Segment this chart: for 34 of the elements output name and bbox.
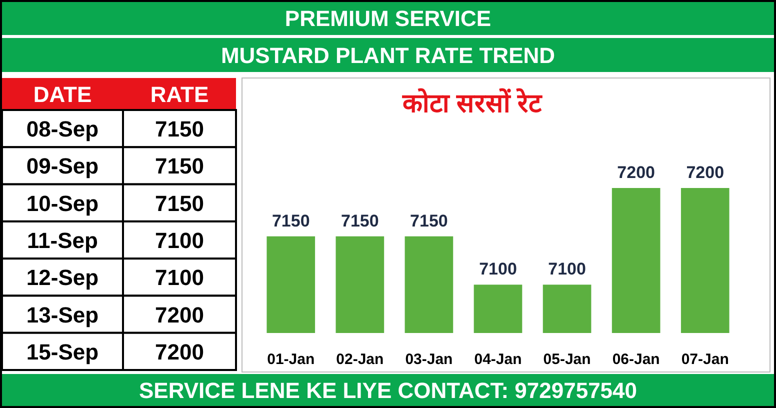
x-tick-label: 02-Jan [336,351,384,368]
data-label: 7100 [548,260,586,279]
text: SERVICE LENE KE LIYE CONTACT: 9729757540 [138,378,638,403]
data-label: 7150 [341,211,379,230]
data-label: 7150 [410,211,448,230]
category-label: 08-Sep [26,116,99,142]
data-label: 7200 [155,302,204,328]
x-tick-label: 07-Jan [681,351,729,368]
text: MUSTARD PLANT RATE TREND [220,43,556,68]
data-label: 7200 [686,163,724,182]
category-label: 13-Sep [26,302,99,328]
data-label: 7150 [155,154,204,179]
category-label: 11-Sep [27,228,98,253]
x-tick-label: 01-Jan [267,351,315,368]
text: RATE [150,82,209,107]
data-label: 7200 [617,163,655,182]
data-label: 7200 [155,339,204,364]
data-label: 7100 [155,265,204,290]
x-tick-label: 06-Jan [612,351,660,368]
data-label: 7100 [479,260,517,279]
category-label: 10-Sep [26,190,99,216]
x-tick-label: 05-Jan [543,351,591,368]
data-label: 7100 [155,228,204,253]
data-label: 7150 [155,190,204,216]
data-label: 7150 [272,211,310,230]
chart-title: कोटा सरसों रेट [401,88,543,118]
x-tick-label: 04-Jan [474,351,522,368]
category-label: 09-Sep [26,154,99,179]
text: DATE [33,82,92,107]
x-tick-label: 03-Jan [405,351,453,368]
data-label: 7150 [155,116,204,142]
text: PREMIUM SERVICE [284,6,492,31]
category-label: 15-Sep [26,339,99,364]
category-label: 12-Sep [26,265,99,290]
